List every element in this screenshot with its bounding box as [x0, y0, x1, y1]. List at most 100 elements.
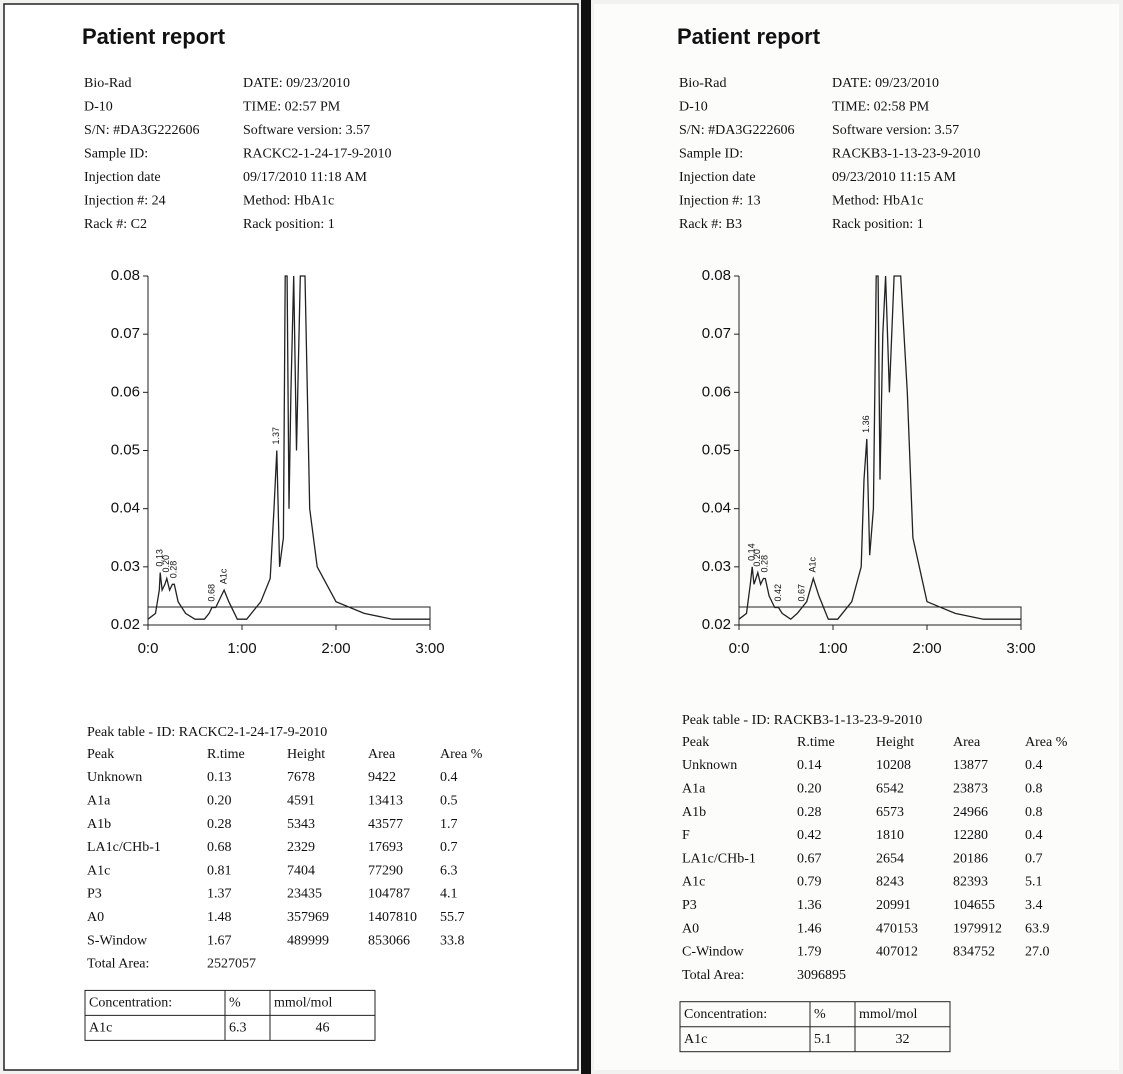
- total-value: 2527057: [207, 957, 256, 972]
- y-tick-label: 0.03: [702, 558, 731, 575]
- table-cell: 1810: [876, 828, 904, 843]
- table-cell: 13877: [953, 758, 988, 773]
- peak-label: 0.28: [760, 555, 770, 573]
- y-tick-label: 0.05: [111, 441, 140, 458]
- x-tick-label: 2:00: [912, 640, 941, 657]
- column-header: Height: [876, 735, 914, 750]
- table-cell: 3.4: [1025, 898, 1043, 913]
- table-cell: 0.81: [207, 863, 232, 878]
- table-cell: A1b: [87, 817, 111, 832]
- total-label: Total Area:: [87, 957, 149, 972]
- table-cell: C-Window: [682, 945, 745, 960]
- table-cell: 5343: [287, 817, 315, 832]
- column-header: Area %: [440, 747, 483, 762]
- header-field: Rack #: B3: [679, 217, 742, 232]
- peak-label: A1c: [808, 556, 818, 572]
- column-header: Area: [953, 735, 981, 750]
- header-field: Injection date: [679, 170, 756, 185]
- table-cell: 23873: [953, 782, 988, 797]
- table-cell: LA1c/CHb-1: [682, 851, 756, 866]
- column-header: Area: [368, 747, 396, 762]
- table-cell: 2654: [876, 851, 904, 866]
- table-cell: Unknown: [87, 770, 142, 785]
- table-cell: 6.3: [440, 863, 458, 878]
- concentration-cell: mmol/mol: [274, 996, 332, 1011]
- concentration-cell: 6.3: [229, 1021, 247, 1036]
- table-cell: A1c: [682, 875, 705, 890]
- concentration-cell: 5.1: [814, 1032, 832, 1047]
- table-cell: 0.13: [207, 770, 232, 785]
- table-cell: 6573: [876, 805, 904, 820]
- table-cell: 20186: [953, 851, 988, 866]
- table-cell: 0.42: [797, 828, 822, 843]
- header-field: Rack position: 1: [243, 217, 335, 232]
- header-field: Method: HbA1c: [243, 194, 334, 209]
- x-tick-label: 2:00: [321, 640, 350, 657]
- column-header: Peak: [87, 747, 114, 762]
- table-cell: F: [682, 828, 690, 843]
- table-cell: S-Window: [87, 933, 148, 948]
- concentration-cell: A1c: [89, 1021, 112, 1036]
- column-header: R.time: [207, 747, 245, 762]
- y-tick-label: 0.02: [111, 616, 140, 633]
- table-cell: 0.7: [1025, 851, 1043, 866]
- table-cell: 20991: [876, 898, 911, 913]
- concentration-cell: A1c: [684, 1032, 707, 1047]
- x-tick-label: 3:00: [1006, 640, 1035, 657]
- table-cell: A0: [682, 921, 699, 936]
- header-field: Bio-Rad: [84, 76, 131, 91]
- table-cell: 0.8: [1025, 782, 1043, 797]
- report-sheet: [594, 4, 1119, 1070]
- header-field: Sample ID:: [84, 147, 148, 162]
- table-cell: Unknown: [682, 758, 737, 773]
- table-cell: 0.79: [797, 875, 822, 890]
- table-cell: 23435: [287, 887, 322, 902]
- header-field: TIME: 02:58 PM: [832, 100, 930, 115]
- header-field: Bio-Rad: [679, 76, 726, 91]
- table-cell: 104787: [368, 887, 410, 902]
- peak-label: 0.13: [155, 549, 165, 567]
- table-cell: 12280: [953, 828, 988, 843]
- y-tick-label: 0.08: [702, 267, 731, 284]
- header-field: RACKB3-1-13-23-9-2010: [832, 147, 981, 162]
- y-tick-label: 0.08: [111, 267, 140, 284]
- table-cell: 10208: [876, 758, 911, 773]
- y-tick-label: 0.05: [702, 441, 731, 458]
- table-cell: 834752: [953, 945, 995, 960]
- header-field: Rack #: C2: [84, 217, 147, 232]
- table-cell: 27.0: [1025, 945, 1050, 960]
- concentration-cell: Concentration:: [89, 996, 172, 1011]
- concentration-cell: 46: [316, 1021, 330, 1036]
- table-cell: 1.67: [207, 933, 232, 948]
- y-tick-label: 0.06: [702, 383, 731, 400]
- table-cell: P3: [87, 887, 102, 902]
- header-field: 09/17/2010 11:18 AM: [243, 170, 367, 185]
- column-header: Height: [287, 747, 325, 762]
- y-tick-label: 0.04: [111, 500, 140, 517]
- table-cell: 82393: [953, 875, 988, 890]
- concentration-cell: %: [229, 996, 241, 1011]
- peak-label: 0.68: [206, 584, 216, 602]
- header-field: S/N: #DA3G222606: [84, 123, 200, 138]
- chromatogram-line: [738, 275, 1021, 621]
- table-cell: 63.9: [1025, 921, 1050, 936]
- x-tick-label: 0:0: [138, 640, 159, 657]
- divider: [581, 0, 591, 1074]
- table-cell: 77290: [368, 863, 403, 878]
- header-field: Software version: 3.57: [832, 123, 959, 138]
- table-cell: 17693: [368, 840, 403, 855]
- header-field: 09/23/2010 11:15 AM: [832, 170, 956, 185]
- header-field: Rack position: 1: [832, 217, 924, 232]
- table-cell: 43577: [368, 817, 403, 832]
- table-cell: A1c: [87, 863, 110, 878]
- header-field: Injection #: 13: [679, 194, 761, 209]
- table-cell: 0.5: [440, 794, 458, 809]
- table-cell: 7678: [287, 770, 315, 785]
- table-cell: 853066: [368, 933, 410, 948]
- table-cell: 4591: [287, 794, 315, 809]
- table-cell: 13413: [368, 794, 403, 809]
- header-field: TIME: 02:57 PM: [243, 100, 341, 115]
- table-cell: 0.14: [797, 758, 822, 773]
- table-cell: 33.8: [440, 933, 465, 948]
